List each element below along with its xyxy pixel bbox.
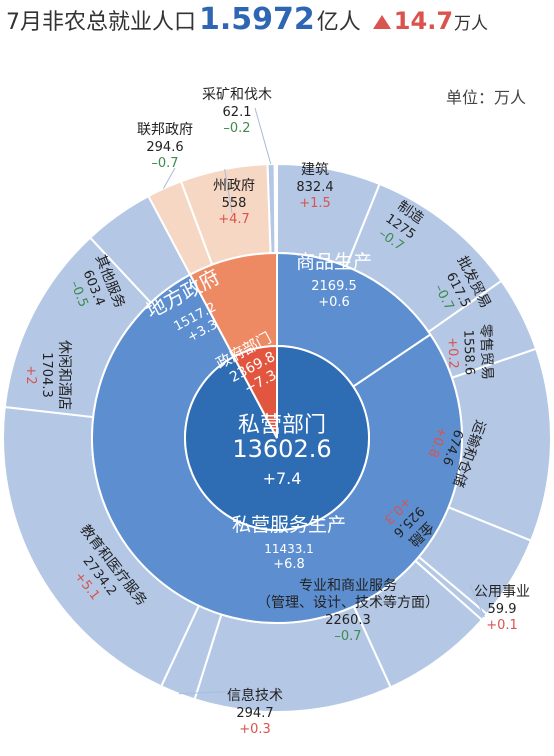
leader-line-4: [178, 689, 267, 695]
outer-mining-label: 采矿和伐木 62.1–0.2: [202, 87, 272, 136]
outer-retail-name-0: 零售贸易: [477, 324, 495, 381]
unit-note: 单位：万人: [445, 88, 526, 107]
outer-leisure-value: 1704.3: [39, 352, 54, 398]
total-change-value: 14.7: [393, 7, 454, 35]
leader-line-1: [162, 167, 176, 189]
outer-construction-change: +1.5: [299, 196, 331, 211]
outer-professional-name-0: 专业和商业服务: [299, 578, 397, 594]
outer-state-name-0: 州政府: [213, 178, 255, 194]
chart-header: 7月非农总就业人口 1.5972亿人 14.7万人: [6, 2, 488, 46]
outer-construction-name-0: 建筑: [301, 162, 329, 178]
leader-line-0: [254, 107, 272, 165]
center-private-change: +7.4: [263, 469, 302, 488]
middle-goods-value: 2169.5: [311, 279, 357, 294]
outer-utilities-label: 公用事业 59.9+0.1: [474, 584, 530, 633]
middle-goods-change: +0.6: [318, 295, 350, 310]
total-change-unit: 万人: [454, 14, 489, 34]
outer-federal-value: 294.6: [146, 140, 183, 155]
outer-retail-value: 1558.6: [460, 329, 477, 375]
leader-line-3: [469, 584, 485, 618]
outer-information-label: 信息技术 294.7+0.3: [227, 687, 283, 737]
sector-government-center: [232, 344, 278, 439]
outer-construction-value: 832.4: [296, 180, 333, 195]
center-private-name: 私营部门: [238, 413, 326, 438]
outer-retail-change: +0.2: [444, 337, 460, 369]
chart-title: 7月非农总就业人口: [6, 10, 196, 35]
outer-state-value: 558: [222, 196, 247, 211]
outer-state-label: 州政府 558+4.7: [213, 178, 255, 227]
outer-mining-name-0: 采矿和伐木: [202, 87, 272, 103]
outer-leisure-change: +2: [23, 365, 38, 384]
middle-services-name: 私营服务生产: [232, 514, 346, 536]
outer-mining-change: –0.2: [223, 121, 250, 136]
outer-mining-value: 62.1: [223, 105, 252, 120]
middle-services-value: 11433.1: [264, 542, 314, 556]
outer-federal-name-0: 联邦政府: [137, 122, 193, 138]
middle-goods-name: 商品生产: [296, 251, 372, 273]
outer-state-change: +4.7: [218, 212, 250, 227]
outer-information-change: +0.3: [239, 722, 271, 737]
total-employment-value: 1.5972: [199, 2, 315, 37]
middle-services-label: 私营服务生产 11433.1+6.8: [232, 514, 346, 572]
outer-professional-label: 专业和商业服务（管理、设计、技术等方面） 2260.3–0.7: [257, 578, 439, 644]
outer-professional-name-1: （管理、设计、技术等方面）: [257, 594, 439, 611]
outer-utilities-change: +0.1: [486, 618, 518, 633]
outer-professional-value: 2260.3: [325, 613, 371, 628]
outer-federal-change: –0.7: [151, 156, 178, 171]
total-employment-unit: 亿人: [316, 10, 361, 35]
middle-goods-label: 商品生产 2169.5+0.6: [296, 251, 372, 310]
outer-leisure-name-0: 休闲和酒店: [56, 340, 72, 410]
outer-utilities-value: 59.9: [488, 602, 517, 617]
leader-line-2: [224, 168, 233, 214]
middle-services-change: +6.8: [273, 557, 305, 572]
up-arrow-icon: [372, 15, 391, 29]
outer-construction-label: 建筑 832.4+1.5: [296, 162, 333, 211]
outer-information-name-0: 信息技术: [227, 687, 283, 704]
outer-utilities-name-0: 公用事业: [474, 584, 530, 600]
outer-professional-change: –0.7: [334, 629, 361, 644]
outer-federal-label: 联邦政府 294.6–0.7: [137, 122, 193, 171]
center-private-value: 13602.6: [232, 435, 331, 463]
outer-information-value: 294.7: [236, 706, 273, 721]
